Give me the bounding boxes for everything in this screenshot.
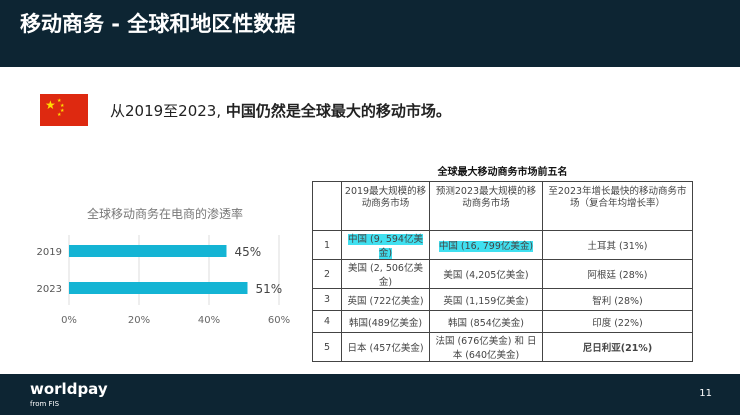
table-cell: 美国 (4,205亿美金) <box>429 259 543 289</box>
svg-text:★: ★ <box>60 108 65 114</box>
cell-text: 韩国 (854亿美金) <box>447 317 525 329</box>
cell-text: 阿根廷 (28%) <box>587 270 648 281</box>
table-cell: 1 <box>312 230 342 260</box>
x-tick-label: 20% <box>128 315 150 326</box>
cell-text: 美国 (4,205亿美金) <box>443 270 529 281</box>
table-cell: 4 <box>312 310 342 333</box>
cell-text: 印度 (22%) <box>592 317 643 329</box>
cell-text: 日本 (457亿美金) <box>347 343 424 354</box>
svg-text:★: ★ <box>60 103 65 109</box>
cell-text: 智利 (28%) <box>592 295 643 307</box>
markets-table: 2019最大规模的移动商务市场 预测2023最大规模的移动商务市场 至2023年增长… <box>312 181 694 362</box>
cell-text: 韩国(489亿美金) <box>348 317 423 329</box>
table-cell: 尼日利亚(21%) <box>541 332 694 362</box>
table-header-cell: 2019最大规模的移动商务市场 <box>340 181 431 231</box>
bar <box>69 282 248 294</box>
cell-text: 英国 (1,159亿美金) <box>443 295 529 307</box>
svg-text:★: ★ <box>57 98 62 104</box>
table-row: 5 日本 (457亿美金) 法国 (676亿美金) 和 日本 (640亿美金) 尼日利… <box>312 332 694 362</box>
table-row: 2 美国 (2, 506亿美金) 美国 (4,205亿美金) 阿根廷 (28%) <box>312 259 694 289</box>
cell-text: 美国 (2, 506亿美金) <box>348 263 423 288</box>
svg-text:★: ★ <box>45 98 56 112</box>
table-cell: 韩国 (854亿美金) <box>429 310 543 333</box>
cell-text: 法国 (676亿美金) 和 日本 (640亿美金) <box>435 336 537 361</box>
x-tick-label: 0% <box>61 315 77 326</box>
worldpay-logo: worldpay from FIS <box>30 380 108 409</box>
data-label: 45% <box>235 245 262 259</box>
table-title: 全球最大移动商务市场前五名 <box>437 167 568 178</box>
table-cell: 英国 (1,159亿美金) <box>429 288 543 311</box>
y-category-label: 2019 <box>37 247 62 258</box>
table-header-row: 2019最大规模的移动商务市场 预测2023最大规模的移动商务市场 至2023年增长… <box>312 181 694 231</box>
table-cell: 土耳其 (31%) <box>541 230 694 260</box>
x-tick-label: 40% <box>198 315 220 326</box>
table-row: 1 中国 (9, 594亿美金) 中国 (16, 799亿美金) 土耳其 (31%) <box>312 230 694 260</box>
table-cell: 5 <box>312 332 342 362</box>
table-cell: 印度 (22%) <box>541 310 694 333</box>
table-cell: 中国 (16, 799亿美金) <box>429 230 543 260</box>
cell-text: 5 <box>323 341 331 353</box>
table-cell: 韩国(489亿美金) <box>340 310 431 333</box>
y-category-label: 2023 <box>37 284 62 295</box>
chart-title: 全球移动商务在电商的渗透率 <box>86 207 243 221</box>
subtitle: 从2019至2023, 中国仍然是全球最大的移动市场。 <box>110 100 451 121</box>
x-tick-label: 60% <box>268 315 290 326</box>
slide-title: 移动商务 - 全球和地区性数据 <box>20 12 296 36</box>
table-header-cell: 至2023年增长最快的移动商务市场（复合年均增长率） <box>541 181 694 231</box>
table-cell: 中国 (9, 594亿美金) <box>340 230 431 260</box>
table-cell: 2 <box>312 259 342 289</box>
cell-text: 3 <box>323 294 331 305</box>
cell-text: 2 <box>323 268 331 280</box>
table-row: 3 英国 (722亿美金) 英国 (1,159亿美金) 智利 (28%) <box>312 288 694 311</box>
table-cell: 英国 (722亿美金) <box>340 288 431 311</box>
bar-chart: 0% 20% 40% 60% 2019 45% 2023 51% <box>37 235 290 326</box>
subtitle-bold: 中国仍然是全球最大的移动市场。 <box>225 102 451 120</box>
cell-text: 1 <box>323 239 331 251</box>
cell-text: 英国 (722亿美金) <box>347 295 424 307</box>
table-cell: 美国 (2, 506亿美金) <box>340 259 431 289</box>
table-cell: 法国 (676亿美金) 和 日本 (640亿美金) <box>429 332 543 362</box>
china-flag-icon: ★ ★ ★ ★ ★ <box>40 94 88 126</box>
cell-text: 中国 (9, 594亿美金) <box>348 234 423 259</box>
table-cell: 3 <box>312 288 342 311</box>
cell-text: 中国 (16, 799亿美金) <box>438 241 534 252</box>
page-number: 11 <box>699 388 712 399</box>
cell-text: 尼日利亚(21%) <box>582 343 653 354</box>
footer-bar: worldpay from FIS 11 <box>0 374 740 415</box>
header-bar: 移动商务 - 全球和地区性数据 <box>0 0 740 67</box>
table-header-cell: 预测2023最大规模的移动商务市场 <box>429 181 543 231</box>
cell-text: 土耳其 (31%) <box>587 241 648 252</box>
table-header-cell <box>312 181 342 231</box>
svg-text:★: ★ <box>57 112 62 118</box>
subtitle-prefix: 从2019至2023, <box>110 102 222 120</box>
data-label: 51% <box>256 282 283 296</box>
table-row: 4 韩国(489亿美金) 韩国 (854亿美金) 印度 (22%) <box>312 310 694 333</box>
bar <box>69 245 227 257</box>
table-cell: 日本 (457亿美金) <box>340 332 431 362</box>
table-cell: 智利 (28%) <box>541 288 694 311</box>
cell-text: 4 <box>323 316 331 327</box>
table-cell: 阿根廷 (28%) <box>541 259 694 289</box>
